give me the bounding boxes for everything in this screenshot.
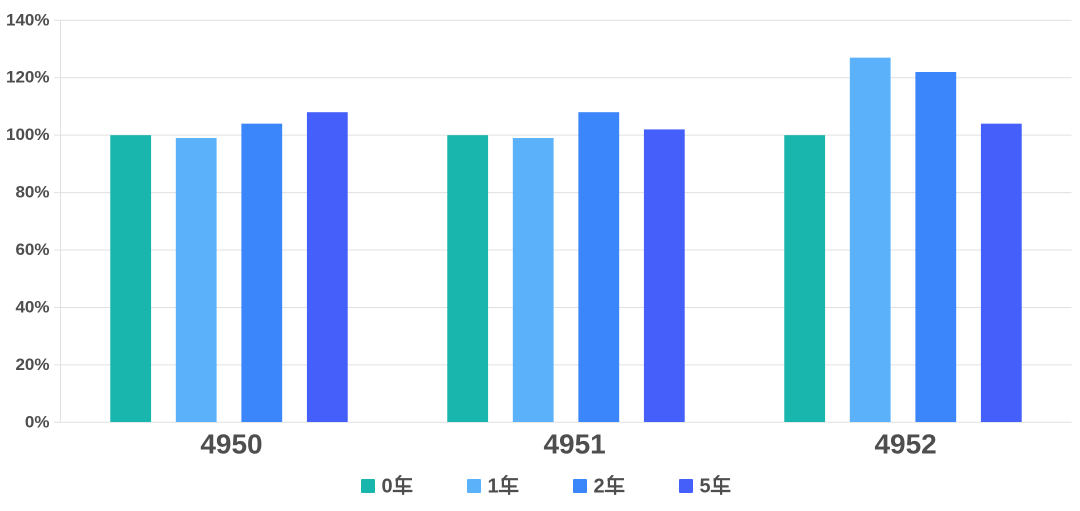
svg-text:1: 1 bbox=[488, 475, 499, 497]
svg-text:40%: 40% bbox=[15, 297, 49, 316]
svg-text:2: 2 bbox=[594, 475, 605, 497]
svg-text:4950: 4950 bbox=[200, 429, 262, 460]
svg-text:5: 5 bbox=[700, 475, 711, 497]
svg-text:4952: 4952 bbox=[874, 429, 936, 460]
svg-text:20%: 20% bbox=[15, 355, 49, 374]
svg-text:100%: 100% bbox=[6, 125, 49, 144]
svg-text:140%: 140% bbox=[6, 10, 49, 29]
svg-text:80%: 80% bbox=[15, 183, 49, 202]
svg-text:60%: 60% bbox=[15, 240, 49, 259]
svg-text:4951: 4951 bbox=[543, 429, 605, 460]
svg-text:120%: 120% bbox=[6, 68, 49, 87]
svg-text:0: 0 bbox=[382, 475, 393, 497]
svg-text:0%: 0% bbox=[25, 412, 50, 431]
